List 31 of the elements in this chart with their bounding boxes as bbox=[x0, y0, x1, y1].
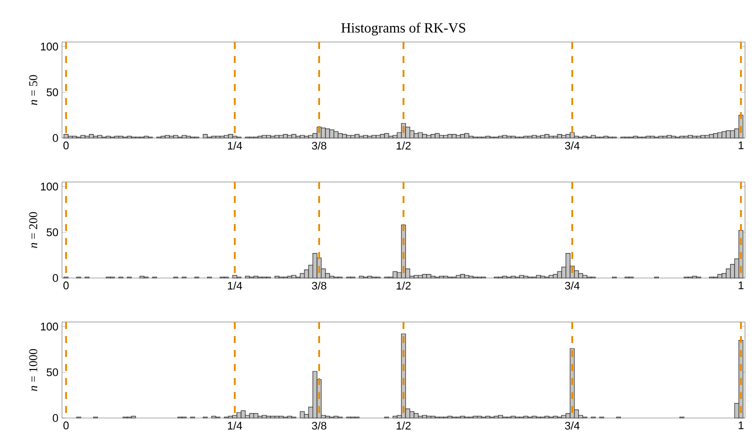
y-tick-label: 50 bbox=[46, 228, 58, 236]
y-tick-label: 100 bbox=[40, 322, 58, 330]
x-tick-label: 3/4 bbox=[565, 282, 580, 290]
y-axis-title: n = 1000 bbox=[29, 349, 38, 391]
y-axis-title: n = 200 bbox=[29, 212, 38, 248]
x-tick-label: 3/4 bbox=[565, 142, 580, 150]
x-tick-label: 1/2 bbox=[396, 282, 411, 290]
chart-title: Histograms of RK-VS bbox=[341, 22, 466, 36]
x-tick-label: 0 bbox=[63, 282, 69, 290]
x-tick-label: 1 bbox=[738, 282, 744, 290]
x-tick-label: 1/4 bbox=[228, 142, 242, 150]
y-tick-label: 50 bbox=[46, 88, 58, 96]
y-tick-label: 100 bbox=[40, 42, 58, 50]
y-tick-label: 0 bbox=[52, 274, 58, 282]
x-tick-label: 3/8 bbox=[312, 422, 326, 430]
y-tick-label: 50 bbox=[46, 368, 58, 376]
x-tick-label: 0 bbox=[63, 142, 69, 150]
y-tick-label: 100 bbox=[40, 182, 58, 190]
x-tick-label: 1/4 bbox=[228, 422, 242, 430]
y-tick-label: 0 bbox=[52, 134, 58, 142]
y-tick-label: 0 bbox=[52, 414, 58, 422]
x-tick-label: 1/2 bbox=[396, 422, 411, 430]
x-tick-label: 1/4 bbox=[228, 282, 242, 290]
x-tick-label: 3/8 bbox=[312, 142, 326, 150]
x-tick-label: 1 bbox=[738, 142, 744, 150]
x-tick-label: 1 bbox=[738, 422, 744, 430]
x-tick-label: 1/2 bbox=[396, 142, 411, 150]
y-axis-title: n = 50 bbox=[29, 75, 38, 105]
x-tick-label: 3/8 bbox=[312, 282, 326, 290]
x-tick-label: 3/4 bbox=[565, 422, 580, 430]
x-tick-label: 0 bbox=[63, 422, 69, 430]
